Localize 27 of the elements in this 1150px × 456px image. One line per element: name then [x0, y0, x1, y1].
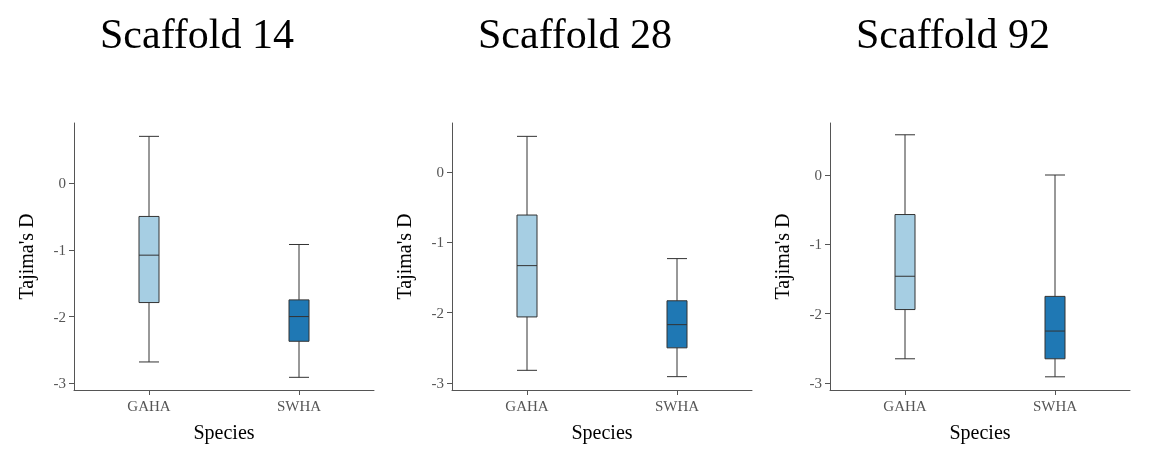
y-tick-label: -3: [431, 374, 444, 391]
y-axis-title: Tajima's D: [15, 213, 38, 300]
y-tick-label: -2: [809, 305, 822, 322]
y-axis-title: Tajima's D: [771, 213, 794, 300]
chart-title: Scaffold 92: [855, 11, 1051, 57]
y-tick-label: -2: [431, 304, 444, 321]
y-tick-label: -3: [809, 375, 822, 392]
x-tick-label: SWHA: [276, 397, 322, 414]
x-axis-title: Species: [193, 421, 255, 444]
y-tick-label: 0: [436, 164, 444, 181]
x-tick-label: GAHA: [505, 397, 549, 414]
x-tick-label: GAHA: [127, 397, 171, 414]
y-tick-label: -1: [431, 234, 444, 251]
y-tick-label: -1: [53, 241, 66, 258]
y-tick-label: -1: [809, 236, 822, 253]
x-tick-label: SWHA: [1032, 397, 1078, 414]
x-axis-title: Species: [949, 421, 1011, 444]
x-tick-label: GAHA: [883, 397, 927, 414]
y-tick-label: 0: [58, 175, 66, 192]
chart-title: Scaffold 14: [99, 11, 295, 57]
chart-title: Scaffold 28: [477, 11, 673, 57]
x-axis-title: Species: [571, 421, 633, 444]
y-tick-label: -2: [53, 308, 66, 325]
y-tick-label: -3: [53, 375, 66, 392]
x-tick-label: SWHA: [654, 397, 700, 414]
y-tick-label: 0: [814, 167, 822, 184]
y-axis-title: Tajima's D: [393, 213, 416, 300]
